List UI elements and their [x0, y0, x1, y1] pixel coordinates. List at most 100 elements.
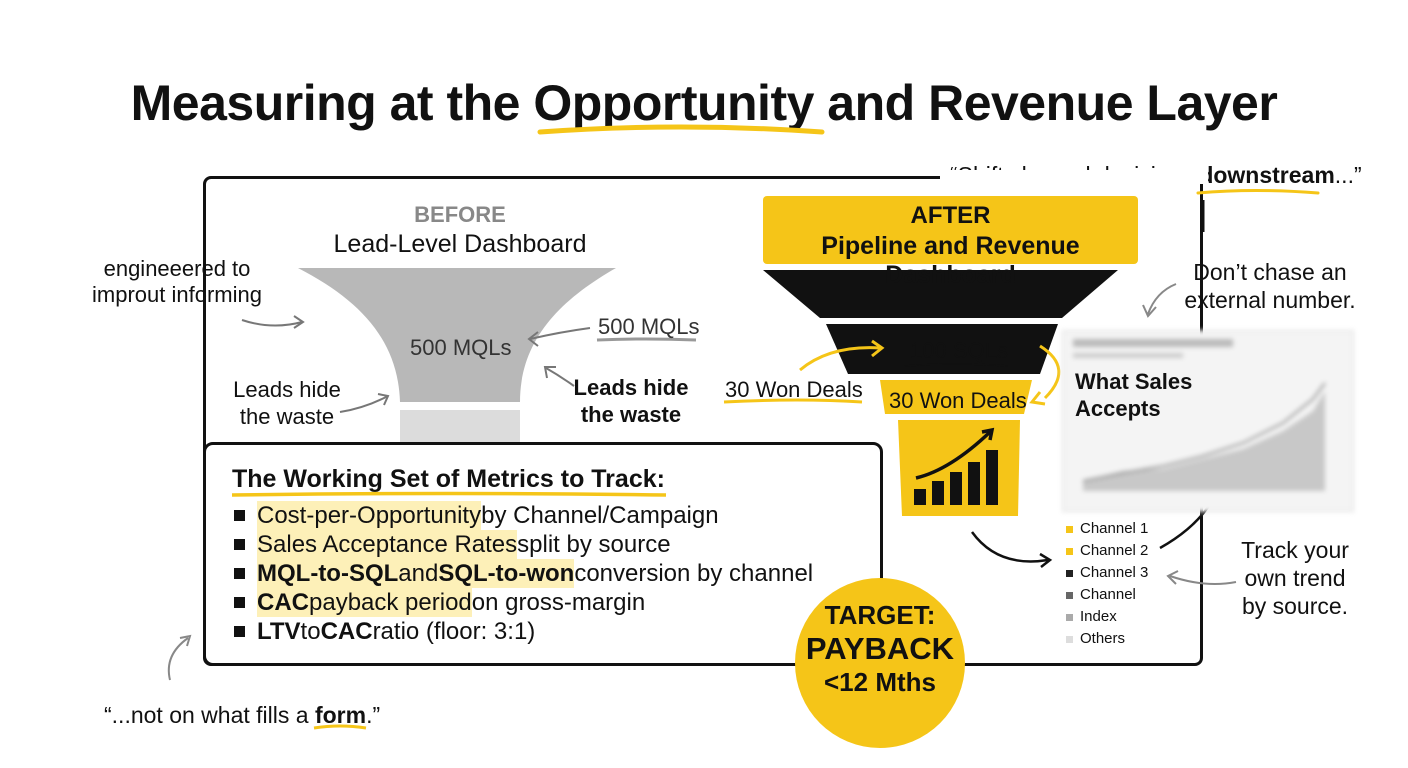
- metric-item-text: conversion by channel: [574, 560, 814, 587]
- legend-label: Index: [1080, 608, 1117, 625]
- after-funnel-stage-3: [880, 380, 1032, 414]
- underline-won-left: [723, 398, 863, 404]
- underline-500mqls: [596, 337, 697, 342]
- note-external-number: Don’t chase an external number.: [1170, 258, 1370, 314]
- quote-bottom-bold: form: [314, 702, 367, 728]
- growth-chart-icon: [914, 427, 998, 505]
- before-label: BEFORE: [414, 202, 506, 227]
- leads-right-note: Leads hide the waste: [570, 374, 692, 428]
- arrow-to-sqls: [799, 346, 881, 372]
- metric-item-bold: LTV: [257, 618, 301, 645]
- after-right-line1: What Sales: [1075, 369, 1193, 394]
- arrow-bottom-quote: [167, 637, 189, 681]
- before-funnel-top: [298, 268, 616, 402]
- metric-item: CAC payback period on gross-margin: [234, 588, 813, 617]
- title-highlight: Opportunity: [533, 75, 814, 131]
- before-left-note: engineeered to improut informing: [82, 256, 272, 308]
- target-payback-badge: TARGET: PAYBACK <12 Mths: [795, 578, 965, 748]
- metrics-title-underline: [231, 491, 667, 497]
- arrow-to-sqls-head: [871, 339, 885, 358]
- channel-legend: Channel 1 Channel 2 Channel 3 Channel Index O…: [1066, 518, 1148, 650]
- arrow-leads-right-head: [543, 366, 556, 379]
- metrics-list: Cost-per-Opportunity by Channel/Campaign…: [234, 501, 813, 646]
- legend-swatch: [1066, 525, 1073, 533]
- bullet-square-icon: [234, 568, 245, 579]
- arrow-leads-left: [339, 395, 389, 413]
- metric-item-bold: CAC: [320, 618, 373, 645]
- title-pre: Measuring at the: [130, 75, 534, 131]
- note-trend-line3: by source.: [1241, 593, 1349, 619]
- page-title: Measuring at the Opportunity and Revenue…: [0, 74, 1408, 132]
- legend-item: Channel 3: [1066, 562, 1148, 584]
- arrow-left-note: [241, 319, 303, 327]
- sqls-underline: [904, 363, 1009, 367]
- arrow-won-right: [1039, 344, 1061, 400]
- legend-item: Channel 1: [1066, 518, 1148, 540]
- metric-item-text: on gross-margin: [471, 589, 646, 616]
- target-line1: TARGET:: [824, 600, 936, 630]
- metric-item: LTV to CAC ratio (floor: 3:1): [234, 617, 813, 646]
- frame-gap: [940, 170, 1208, 184]
- before-funnel-bottom: [400, 410, 520, 444]
- metric-item-highlight: Sales Acceptance Rates: [257, 530, 518, 559]
- blurred-trend-chart: [1062, 330, 1354, 512]
- note-own-trend: Track your own trend by source.: [1230, 536, 1360, 620]
- legend-swatch: [1066, 613, 1073, 621]
- after-right-label: What Sales Accepts: [1075, 368, 1192, 422]
- legend-label: Channel: [1080, 586, 1136, 603]
- target-line3: <12 Mths: [824, 667, 936, 697]
- after-funnel-stage-1: [763, 270, 1118, 318]
- before-right-note: 500 MQLs: [598, 314, 700, 339]
- metrics-title: The Working Set of Metrics to Track:: [232, 465, 665, 493]
- metric-item-text: and: [398, 559, 439, 588]
- target-line2: PAYBACK: [805, 631, 955, 666]
- arrow-500mqls-head: [527, 331, 539, 347]
- arrow-trend: [1169, 575, 1237, 585]
- after-right-line2: Accepts: [1075, 396, 1161, 421]
- after-label: AFTER: [910, 202, 991, 229]
- note-external-line1: Don’t chase an: [1193, 259, 1347, 285]
- metric-item-text: ratio (floor: 3:1): [372, 618, 536, 645]
- arrow-funnel-to-legend: [970, 531, 1049, 563]
- after-subtitle: Pipeline and Revenue Dashboard: [821, 232, 1080, 289]
- legend-swatch: [1066, 569, 1073, 577]
- quote-top-post: ...”: [1334, 162, 1362, 188]
- quote-bottom-pre: “...not on what fills a: [104, 702, 315, 728]
- arrow-funnel-to-legend-head: [1039, 552, 1053, 568]
- arrow-leads-left-head: [377, 393, 390, 406]
- arrow-trend-head: [1166, 570, 1179, 585]
- before-subtitle: Lead-Level Dashboard: [333, 230, 587, 258]
- blurred-chart-graphic: [1073, 339, 1326, 491]
- metrics-panel: The Working Set of Metrics to Track: Cos…: [203, 442, 883, 666]
- metric-item-text: split by source: [517, 531, 671, 558]
- bullet-square-icon: [234, 510, 245, 521]
- title-post: and Revenue Layer: [813, 75, 1278, 131]
- metric-item-text: to: [300, 618, 321, 645]
- legend-label: Channel 3: [1080, 564, 1149, 581]
- metric-item-highlight: payback period: [309, 588, 472, 617]
- arrow-won-right-head: [1029, 391, 1046, 406]
- quote-top-bold: downstream: [1199, 162, 1335, 188]
- after-stage-won: 30 Won Deals: [889, 388, 1027, 413]
- arrow-leads-right: [545, 367, 575, 387]
- title-underline: [537, 124, 825, 135]
- before-left-note-line2: improut informing: [92, 282, 262, 307]
- arrow-500mqls: [529, 327, 591, 340]
- metric-item: Sales Acceptance Rates split by source: [234, 530, 813, 559]
- metric-item-bold: SQL-to-won: [438, 559, 575, 588]
- metric-item-highlight: Cost-per-Opportunity: [257, 501, 482, 530]
- after-funnel-stage-2: [826, 324, 1058, 374]
- quote-top-underline: [1196, 189, 1320, 195]
- legend-item: Others: [1066, 628, 1148, 650]
- after-left-label: 30 Won Deals: [725, 377, 863, 402]
- legend-swatch: [1066, 591, 1073, 599]
- leads-right-line1: Leads hide: [573, 375, 689, 400]
- bullet-square-icon: [234, 597, 245, 608]
- arrow-external: [1147, 283, 1177, 315]
- metric-item-bold: MQL-to-SQL: [257, 559, 399, 588]
- note-external-line2: external number.: [1184, 287, 1356, 313]
- quote-bottom-underline: [313, 724, 367, 730]
- after-stage-sqls: 100 SQLs: [910, 338, 1008, 363]
- bullet-square-icon: [234, 626, 245, 637]
